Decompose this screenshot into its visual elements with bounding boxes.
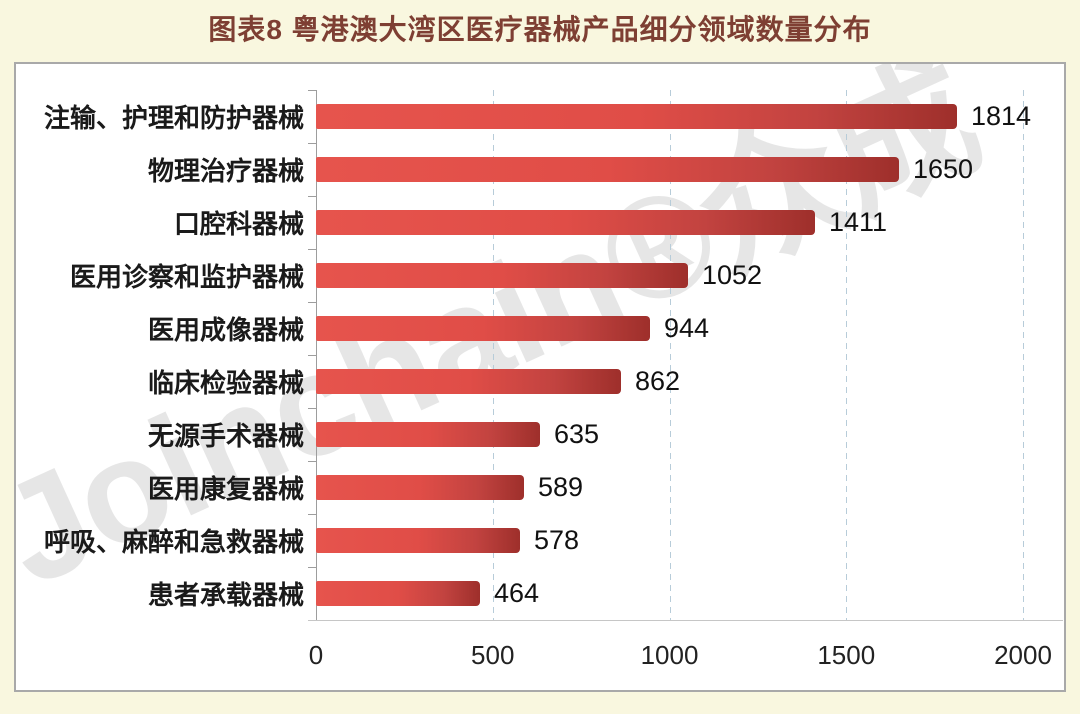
value-label: 635	[554, 419, 600, 449]
chart-title: 图表8 粤港澳大湾区医疗器械产品细分领域数量分布	[208, 14, 872, 45]
y-axis-tick	[308, 408, 316, 409]
bar	[316, 369, 621, 394]
y-axis-tick	[308, 302, 316, 303]
category-label: 无源手术器械	[147, 421, 304, 451]
y-axis-tick	[308, 90, 316, 91]
value-label: 578	[534, 525, 580, 555]
x-axis-line	[308, 620, 1063, 621]
value-label: 944	[664, 313, 710, 343]
bar	[316, 581, 480, 606]
y-axis-tick	[308, 196, 316, 197]
value-label: 1814	[971, 101, 1032, 131]
bar-row: 临床检验器械 862	[16, 355, 1064, 408]
bar-row: 医用康复器械 589	[16, 461, 1064, 514]
y-axis-tick	[308, 143, 316, 144]
bar-row: 患者承载器械 464	[16, 567, 1064, 620]
bar	[316, 316, 650, 341]
bar-row: 注输、护理和防护器械 1814	[16, 90, 1064, 143]
value-label: 1411	[829, 207, 888, 237]
x-tick-label: 1000	[640, 640, 699, 670]
bar-row: 物理治疗器械 1650	[16, 143, 1064, 196]
bar-row: 口腔科器械 1411	[16, 196, 1064, 249]
bar	[316, 422, 540, 447]
category-label: 注输、护理和防护器械	[43, 103, 304, 133]
bar-row: 无源手术器械 635	[16, 408, 1064, 461]
chart-card: Joinchain®众成 注输、护理和防护器械1814物理治疗器械1650口腔科…	[14, 62, 1066, 692]
bar	[316, 528, 520, 553]
category-label: 医用成像器械	[147, 315, 304, 345]
x-tick-label: 1500	[817, 640, 876, 670]
category-label: 医用康复器械	[147, 474, 304, 504]
bar	[316, 475, 524, 500]
bar-row: 医用成像器械 944	[16, 302, 1064, 355]
gridline-x-1500	[846, 90, 848, 620]
bar	[316, 263, 688, 288]
gridline-x-2000	[1023, 90, 1024, 620]
value-label: 589	[538, 472, 584, 502]
bar-row: 呼吸、麻醉和急救器械 578	[16, 514, 1064, 567]
bar	[316, 210, 815, 235]
y-axis-spine	[316, 90, 317, 620]
y-axis-tick	[308, 355, 316, 356]
value-label: 464	[494, 578, 540, 608]
y-axis-tick	[308, 461, 316, 462]
value-label: 862	[635, 366, 681, 396]
category-label: 患者承载器械	[147, 580, 304, 610]
category-label: 临床检验器械	[147, 368, 304, 398]
category-label: 口腔科器械	[173, 209, 304, 239]
bar	[316, 157, 899, 182]
category-label: 物理治疗器械	[147, 156, 304, 186]
value-label: 1650	[913, 154, 974, 184]
value-label: 1052	[702, 260, 763, 290]
bar	[316, 104, 957, 129]
y-axis-tick	[308, 249, 316, 250]
x-tick-label: 2000	[994, 640, 1052, 670]
bar-row: 医用诊察和监护器械 1052	[16, 249, 1064, 302]
x-tick-label: 0	[308, 640, 324, 670]
y-axis-tick	[308, 514, 316, 515]
category-label: 呼吸、麻醉和急救器械	[43, 527, 304, 557]
gridline-x-1000	[669, 90, 671, 620]
category-label: 医用诊察和监护器械	[69, 262, 304, 292]
gridline-x-500	[492, 90, 494, 620]
y-axis-tick	[308, 567, 316, 568]
plot-area: 注输、护理和防护器械 1814 物理治疗器械 1650 口腔科器械 1411 医用诊察和监护…	[16, 64, 1064, 690]
x-tick-label: 500	[471, 640, 515, 670]
